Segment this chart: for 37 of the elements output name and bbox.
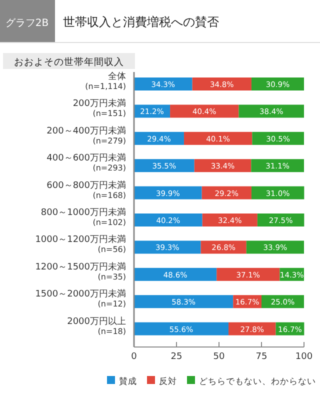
chart-title: 世帯収入と消費増税への賛否 [63, 15, 219, 29]
y-tick-label: 200～400万円未満 (n=279) [46, 125, 126, 146]
bar [134, 322, 229, 336]
y-tick-label: 800～1000万円未満 (n=102) [40, 207, 126, 227]
text: グラフ2B [5, 18, 49, 29]
legend-label: 賛成 [119, 376, 137, 387]
bar [134, 268, 217, 281]
x-tick-label: 0 [131, 352, 138, 362]
x-tick-label: 100 [295, 352, 313, 362]
bar [202, 214, 258, 226]
bar [192, 78, 252, 90]
bar [134, 214, 202, 226]
y-tick-label: 200万円未満 (n=151) [72, 98, 126, 118]
bar [238, 104, 304, 118]
x-tick-label: 50 [213, 352, 225, 362]
bar [216, 268, 280, 281]
y-tick-label: 全体 (n=1,114) [85, 71, 126, 91]
y-tick-label: 1200～1500万円未満 (n=35) [35, 261, 126, 282]
bar [246, 240, 304, 254]
y-tick-label: 600～800万円未満 (n=168) [46, 180, 126, 200]
y-axis-title: おおよその世帯年間収入 [14, 56, 124, 68]
x-tick-label: 75 [256, 352, 268, 362]
legend-label: 反対 [159, 376, 177, 387]
y-tick-label: 1500～2000万円未満 (n=12) [35, 288, 126, 309]
legend-label: どちらでもない、わからない [199, 377, 316, 387]
bar [194, 159, 252, 172]
bar [170, 104, 239, 118]
bar [251, 159, 304, 172]
bar [134, 295, 234, 308]
y-tick-label: 2000万円以上 (n=18) [67, 316, 126, 336]
bar [251, 186, 304, 200]
x-tick-label: 25 [170, 352, 182, 362]
bar [184, 132, 252, 145]
bar [134, 240, 201, 254]
y-tick-label: 400～600万円未満 (n=293) [46, 152, 126, 173]
bar [134, 186, 202, 200]
y-tick-label: 1000～1200万円未満 (n=56) [35, 234, 126, 254]
